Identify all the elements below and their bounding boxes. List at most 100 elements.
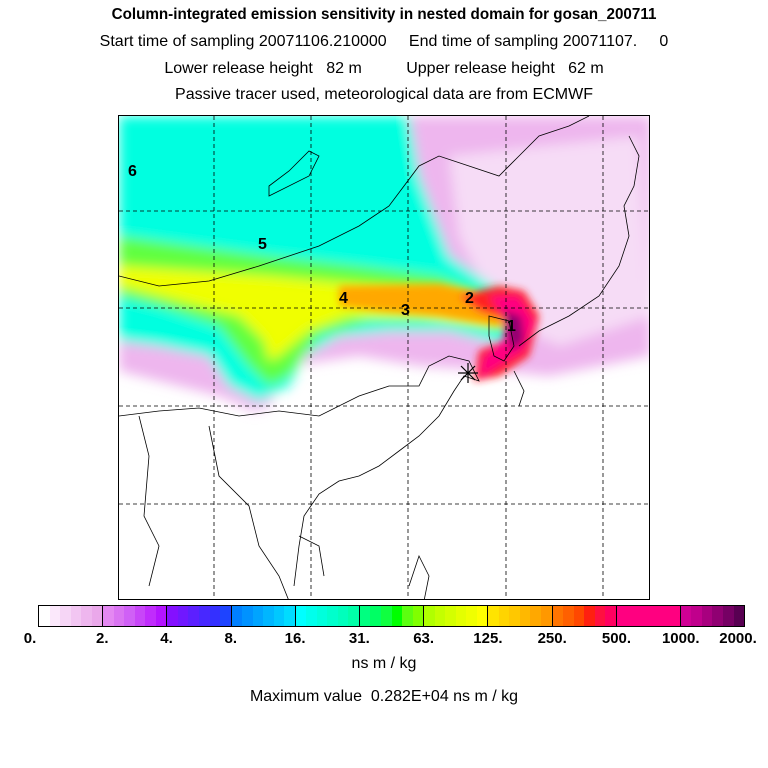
sensitivity-map: 1 2 3 4 5 6 — [118, 115, 650, 600]
release-heights: Lower release height 82 m Upper release … — [164, 60, 604, 77]
grid-lines — [119, 116, 649, 599]
colorbar-tick-label: 2000. — [719, 630, 757, 647]
colorbar-swatch — [573, 606, 585, 626]
colorbar-swatch — [519, 606, 531, 626]
colorbar-swatch — [509, 606, 520, 626]
colorbar-swatch — [391, 606, 403, 626]
colorbar-swatch — [605, 606, 616, 626]
colorbar-segment — [359, 606, 425, 626]
colorbar-segment — [680, 606, 745, 626]
colorbar-swatch — [263, 606, 274, 626]
colorbar-swatch — [113, 606, 125, 626]
colorbar-unit: ns m / kg — [351, 655, 417, 672]
colorbar-swatch — [167, 606, 178, 626]
day-label-5: 5 — [258, 236, 267, 253]
colorbar-swatch — [691, 606, 702, 626]
receptor-star-icon — [458, 363, 478, 383]
colorbar-tick-label: 500. — [601, 630, 632, 647]
colorbar-swatch — [381, 606, 392, 626]
colorbar-swatch — [231, 606, 243, 626]
colorbar-swatch — [370, 606, 381, 626]
colorbar-segment — [424, 606, 489, 626]
day-label-1: 1 — [507, 318, 516, 335]
colorbar-swatch — [733, 606, 745, 626]
colorbar-tick-label: 125. — [473, 630, 503, 647]
day-label-6: 6 — [128, 163, 137, 180]
colorbar-swatch — [103, 606, 114, 626]
colorbar-swatch — [70, 606, 82, 626]
colorbar-swatch — [488, 606, 499, 626]
day-label-3: 3 — [401, 302, 410, 319]
colorbar-swatch — [124, 606, 135, 626]
colorbar-swatch — [220, 606, 231, 626]
colorbar-swatch — [284, 606, 295, 626]
colorbar-segment — [616, 606, 681, 626]
colorbar-swatch — [412, 606, 424, 626]
colorbar-tick-label: 31. — [348, 630, 370, 647]
colorbar-swatch — [327, 606, 338, 626]
colorbar-swatch — [616, 606, 628, 626]
cyan-band — [119, 116, 519, 401]
colorbar-swatch — [359, 606, 371, 626]
colorbar-swatch — [594, 606, 606, 626]
colorbar-swatch — [39, 606, 50, 626]
colorbar-swatch — [306, 606, 317, 626]
colorbar-tick-label: 63. — [413, 630, 435, 647]
tracer-info: Passive tracer used, meteorological data… — [175, 86, 593, 103]
colorbar-swatch — [552, 606, 564, 626]
colorbar-swatch — [563, 606, 574, 626]
colorbar-swatch — [81, 606, 92, 626]
colorbar-swatch — [60, 606, 71, 626]
colorbar-swatch — [145, 606, 156, 626]
colorbar-segment — [39, 606, 104, 626]
colorbar-swatch — [669, 606, 680, 626]
colorbar-swatch — [434, 606, 446, 626]
colorbar-segment — [488, 606, 553, 626]
map-canvas — [119, 116, 649, 599]
colorbar-tick-label: 16. — [284, 630, 306, 647]
colorbar-segment — [103, 606, 168, 626]
colorbar-swatch — [648, 606, 659, 626]
colorbar-swatch — [627, 606, 638, 626]
colorbar-tick-label: 1000. — [661, 630, 700, 647]
colorbar-swatch — [49, 606, 61, 626]
coastlines — [119, 116, 640, 599]
colorbar-swatch — [637, 606, 649, 626]
maximum-value: Maximum value 0.282E+04 ns m / kg — [249, 688, 519, 705]
colorbar-swatch — [680, 606, 692, 626]
colorbar-swatch — [701, 606, 713, 626]
colorbar-swatch — [316, 606, 328, 626]
plot-title: Column-integrated emission sensitivity i… — [111, 6, 657, 23]
colorbar-tick-label: 0. — [23, 630, 37, 647]
colorbar-segment — [552, 606, 617, 626]
colorbar-swatch — [177, 606, 189, 626]
colorbar-swatch — [498, 606, 510, 626]
colorbar-segment — [231, 606, 296, 626]
colorbar-swatch — [273, 606, 285, 626]
colorbar-swatch — [402, 606, 413, 626]
sampling-times: Start time of sampling 20071106.210000 E… — [99, 33, 669, 50]
day-label-4: 4 — [339, 290, 348, 307]
colorbar-swatch — [424, 606, 435, 626]
colorbar-swatch — [658, 606, 670, 626]
colorbar-swatch — [134, 606, 146, 626]
colorbar-swatch — [584, 606, 595, 626]
colorbar-swatch — [337, 606, 349, 626]
colorbar-swatch — [295, 606, 307, 626]
colorbar-tick-label: 2. — [96, 630, 109, 647]
colorbar-swatch — [445, 606, 456, 626]
colorbar — [38, 605, 745, 627]
colorbar-swatch — [242, 606, 253, 626]
colorbar-swatch — [466, 606, 477, 626]
colorbar-swatch — [723, 606, 734, 626]
colorbar-swatch — [476, 606, 488, 626]
colorbar-swatch — [530, 606, 541, 626]
colorbar-segment — [167, 606, 232, 626]
colorbar-swatch — [252, 606, 264, 626]
colorbar-tick-label: 250. — [537, 630, 567, 647]
colorbar-swatch — [188, 606, 199, 626]
colorbar-tick-label: 8. — [224, 630, 238, 647]
colorbar-swatch — [198, 606, 210, 626]
colorbar-swatch — [712, 606, 723, 626]
colorbar-swatch — [348, 606, 359, 626]
